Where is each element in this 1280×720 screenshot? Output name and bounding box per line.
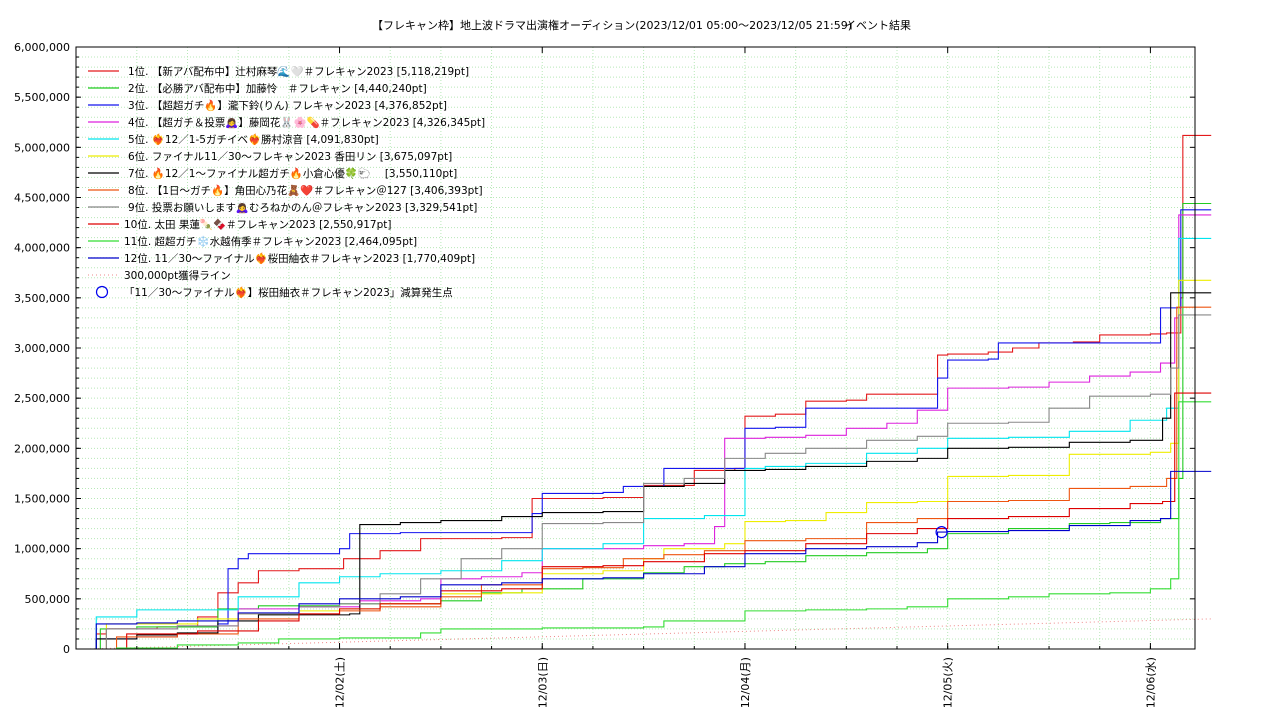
legend-label-4: 4位. 【超ガチ＆投票🙇‍♀️】藤岡花🐰🌸💊＃フレキャン2023 [4,326,… <box>128 116 485 129</box>
legend-label-3: 3位. 【超超ガチ🔥】瀧下鈴(りん) フレキャン2023 [4,376,852p… <box>128 99 447 112</box>
legend-label-marker: 「11／30〜ファイナル❤️‍🔥】桜田紬衣＃フレキャン2023」減算発生点 <box>124 286 453 299</box>
series-line-2 <box>92 202 1212 650</box>
legend-swatch-marker <box>95 285 109 299</box>
series-line-11 <box>106 401 1212 650</box>
y-tick-label: 5,500,000 <box>14 91 70 104</box>
legend: 1位. 【新アバ配布中】辻村麻琴🌊🤍＃フレキャン2023 [5,118,219p… <box>88 65 485 299</box>
legend-label-2: 2位. 【必勝アバ配布中】加藤怜 ＃フレキャン [4,440,240pt] <box>128 82 427 95</box>
series-line-4 <box>96 214 1212 650</box>
y-tick-label: 4,000,000 <box>14 242 70 255</box>
series-line-12 <box>92 470 1212 650</box>
y-tick-label: 1,500,000 <box>14 493 70 506</box>
chart-subtitle: イベント結果 <box>845 18 911 32</box>
series-line-6 <box>96 279 1212 650</box>
legend-label-threshold: 300,000pt獲得ライン <box>124 269 231 282</box>
y-tick-label: 4,500,000 <box>14 192 70 205</box>
legend-label-12: 12位. 11／30〜ファイナル❤️‍🔥桜田紬衣＃フレキャン2023 [1,77… <box>124 252 475 265</box>
y-tick-label: 500,000 <box>25 593 71 606</box>
y-tick-label: 1,000,000 <box>14 543 70 556</box>
grid <box>76 46 1195 650</box>
x-tick-label: 12/05(火) <box>942 657 955 708</box>
y-tick-label: 5,000,000 <box>14 141 70 154</box>
x-tick-label: 12/06(水) <box>1144 657 1157 708</box>
series-layer <box>86 134 1212 650</box>
y-tick-label: 6,000,000 <box>14 41 70 54</box>
series-line-7 <box>92 292 1212 650</box>
legend-label-6: 6位. ファイナル11／30〜フレキャン2023 香田リン [3,675,097… <box>128 150 452 163</box>
x-tick-label: 12/04(月) <box>739 657 752 708</box>
series-line-9 <box>96 314 1212 650</box>
y-tick-label: 2,000,000 <box>14 442 70 455</box>
y-tick-label: 3,000,000 <box>14 342 70 355</box>
x-tick-label: 12/03(日) <box>536 657 549 708</box>
series-line-5 <box>88 237 1212 650</box>
series-line-3 <box>88 209 1212 650</box>
legend-label-5: 5位. ❤️‍🔥12／1-5ガチイベ❤️‍🔥勝村涼音 [4,091,830pt] <box>128 133 379 146</box>
threshold-line <box>86 618 1212 650</box>
legend-label-10: 10位. 太田 果蓮🍡🍫＃フレキャン2023 [2,550,917pt] <box>124 218 392 231</box>
x-tick-label: 12/02(土) <box>334 657 347 708</box>
legend-label-9: 9位. 投票お願いします🙇‍♀️むろねかのん＠フレキャン2023 [3,329,… <box>128 201 477 214</box>
chart-title: 【フレキャン枠】地上波ドラマ出演権オーディション(2023/12/01 05:0… <box>372 18 852 32</box>
legend-label-7: 7位. 🔥12／1〜ファイナル超ガチ🔥小倉心優🍀🐑 [3,550,110pt] <box>128 167 457 180</box>
y-tick-label: 2,500,000 <box>14 392 70 405</box>
legend-label-11: 11位. 超超ガチ❄️水越侑季＃フレキャン2023 [2,464,095pt] <box>124 235 417 248</box>
y-tick-label: 3,500,000 <box>14 292 70 305</box>
series-line-10 <box>116 392 1212 650</box>
legend-label-1: 1位. 【新アバ配布中】辻村麻琴🌊🤍＃フレキャン2023 [5,118,219p… <box>128 65 469 78</box>
axes: 0 500,000 1,000,000 1,500,000 2,000,000 2,500… <box>14 41 1196 708</box>
legend-label-8: 8位. 【1日〜ガチ🔥】角田心乃花🧸❤️＃フレキャン＠127 [3,406,39… <box>128 184 483 197</box>
subtraction-marker <box>935 526 948 539</box>
y-tick-label: 0 <box>63 643 70 656</box>
